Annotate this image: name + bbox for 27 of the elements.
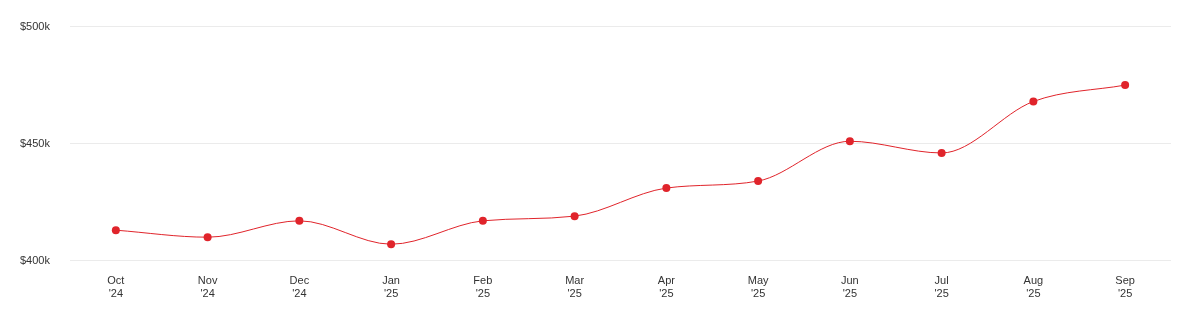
point: [295, 216, 304, 225]
point: [387, 240, 396, 249]
x-tick-label: Apr '25: [657, 274, 676, 300]
x-tick-label: Feb '25: [473, 274, 493, 300]
x-tick-label: Jun '25: [840, 274, 859, 300]
y-tick-label: $450k: [19, 136, 51, 149]
x-tick-label: Nov '24: [197, 274, 218, 300]
x-tick-label: Jan '25: [382, 274, 400, 300]
point: [570, 212, 579, 221]
x-tick-label: Oct '24: [107, 274, 125, 300]
x-tick-label: May '25: [747, 274, 769, 300]
point: [754, 177, 763, 186]
x-tick-label: Mar '25: [565, 274, 585, 300]
y-tick-label: $500k: [19, 19, 51, 32]
point: [111, 226, 120, 235]
point: [203, 233, 212, 242]
point: [662, 184, 671, 193]
point: [1121, 81, 1130, 90]
point: [937, 148, 946, 157]
point: [845, 137, 854, 146]
point: [1029, 97, 1038, 106]
x-tick-label: Aug '25: [1023, 274, 1044, 300]
point: [478, 216, 487, 225]
y-tick-label: $400k: [19, 253, 51, 266]
x-tick-label: Jul '25: [934, 274, 949, 300]
x-tick-label: Dec '24: [289, 274, 310, 300]
x-tick-label: Sep '25: [1115, 274, 1135, 300]
